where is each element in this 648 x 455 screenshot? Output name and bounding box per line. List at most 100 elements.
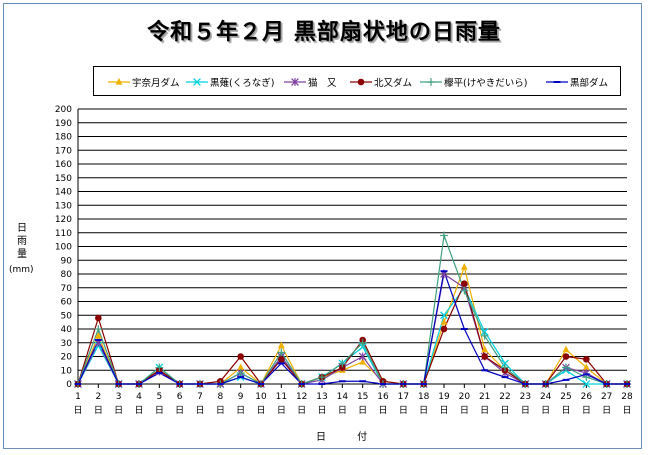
series-lines	[77, 235, 627, 385]
x-tick-label: 6	[177, 392, 183, 402]
y-tick-label: 140	[55, 188, 72, 198]
x-tick-label: 3	[116, 392, 122, 402]
data-point	[237, 363, 245, 371]
legend-swatch	[284, 78, 306, 86]
legend-swatch-marker	[357, 78, 365, 86]
data-point	[338, 359, 347, 368]
series-line	[77, 268, 627, 385]
y-tick-label: 180	[55, 133, 72, 143]
legend-item: 黒部ダム	[546, 75, 608, 89]
x-tick-suffix: 日	[561, 405, 570, 416]
data-point	[481, 353, 488, 360]
legend-item: 宇奈月ダム	[108, 75, 180, 89]
y-tick-label: 100	[55, 243, 72, 253]
data-point	[237, 353, 244, 360]
x-tick-suffix: 日	[419, 405, 428, 416]
x-tick-suffix: 日	[216, 405, 225, 416]
data-point	[278, 355, 285, 363]
x-tick-suffix: 日	[622, 405, 631, 416]
legend-swatch-marker	[193, 78, 201, 86]
data-point	[583, 355, 590, 363]
x-tick-label: 11	[276, 392, 287, 402]
y-tick-label: 10	[61, 366, 73, 376]
data-point	[562, 345, 570, 353]
data-point	[481, 345, 489, 353]
y-tick-label: 170	[55, 146, 72, 156]
data-point	[358, 352, 367, 361]
x-tick-label: 12	[296, 392, 307, 402]
data-point	[501, 363, 509, 372]
x-tick-suffix: 日	[94, 405, 103, 416]
legend-item: 猫 又	[284, 75, 337, 89]
y-tick-label: 0	[66, 380, 72, 390]
data-point-stroke	[358, 343, 367, 351]
data-point	[440, 231, 448, 240]
legend-swatch-marker	[291, 78, 299, 86]
data-point	[480, 331, 489, 340]
x-axis-label: 日 付	[316, 432, 382, 443]
x-tick-label: 5	[156, 392, 162, 402]
x-tick-label: 26	[581, 392, 593, 402]
x-tick-labels: 1日2日3日4日5日6日7日8日9日10日11日12日13日14日15日16日1…	[73, 384, 633, 416]
y-tick-label: 110	[55, 229, 72, 239]
x-tick-suffix: 日	[541, 405, 550, 416]
x-tick-label: 2	[95, 392, 101, 402]
y-tick-label: 200	[55, 105, 72, 115]
data-point	[318, 373, 326, 382]
x-tick-label: 19	[438, 392, 450, 402]
x-tick-label: 7	[197, 392, 203, 402]
legend-swatch	[186, 78, 208, 86]
y-tick-labels: 0 10 20 30 40 50 60 70 80 90 100 110 120 130 140 150 160…	[55, 105, 72, 390]
x-tick-label: 23	[520, 392, 531, 402]
x-tick-label: 25	[560, 392, 571, 402]
x-tick-label: 27	[601, 392, 612, 402]
gridlines	[78, 108, 627, 385]
data-point	[236, 369, 245, 377]
legend-swatch	[546, 81, 568, 83]
x-tick-suffix: 日	[460, 405, 469, 416]
data-point	[95, 314, 102, 322]
x-tick-label: 28	[621, 392, 633, 402]
x-tick-suffix: 日	[317, 405, 326, 416]
x-tick-suffix: 日	[236, 405, 245, 416]
data-point	[155, 363, 164, 372]
series-markers	[74, 231, 631, 388]
legend-label: 北又ダム	[374, 78, 413, 89]
x-tick-label: 14	[337, 392, 349, 402]
legend-item: 黒薙(くろなぎ)	[186, 75, 274, 89]
data-point	[440, 318, 448, 325]
data-point	[460, 286, 469, 295]
x-tick-suffix: 日	[602, 405, 611, 416]
data-point	[501, 359, 509, 368]
x-tick-label: 24	[540, 392, 552, 402]
legend-swatch	[108, 78, 130, 85]
x-tick-label: 22	[499, 392, 510, 402]
data-point	[358, 343, 367, 351]
data-point	[94, 325, 103, 333]
legend-label: 猫 又	[308, 78, 337, 89]
x-tick-label: 21	[479, 392, 490, 402]
data-point	[359, 358, 367, 365]
data-point	[94, 331, 102, 339]
legend-item: 欅平(けやきだいら)	[420, 75, 527, 89]
data-point	[562, 353, 570, 360]
y-tick-label: 30	[61, 339, 73, 349]
x-tick-label: 1	[75, 392, 81, 402]
x-tick-label: 4	[136, 392, 142, 402]
x-tick-suffix: 日	[582, 405, 591, 416]
y-axis-label-char: 雨	[17, 236, 27, 247]
y-tick-label: 190	[55, 119, 72, 129]
x-tick-label: 20	[459, 392, 471, 402]
data-point	[582, 363, 590, 371]
data-point-stroke	[582, 380, 591, 388]
y-tick-label: 120	[55, 215, 72, 225]
y-axis-label: 日雨量	[14, 222, 30, 261]
y-tick-label: 150	[55, 174, 72, 184]
legend-label: 黒薙(くろなぎ)	[210, 78, 275, 89]
x-tick-suffix: 日	[358, 405, 367, 416]
data-point	[582, 380, 591, 388]
legend-swatch-marker-stroke	[193, 78, 201, 86]
data-point	[440, 311, 448, 320]
y-tick-label: 50	[61, 311, 73, 321]
